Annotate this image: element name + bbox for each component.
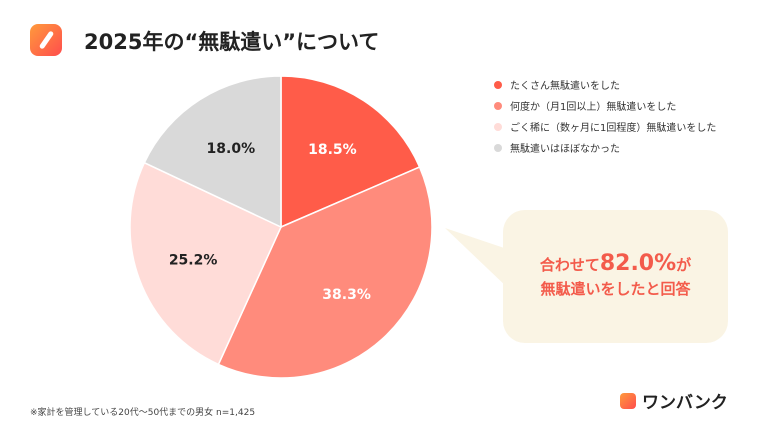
pie-slice	[280, 75, 421, 229]
callout-box: 合わせて82.0%が 無駄遣いをしたと回答	[503, 210, 728, 343]
callout-text: 無駄遣いをしたと回答	[540, 280, 691, 298]
app-logo	[30, 24, 62, 56]
footnote: ※家計を管理している20代〜50代までの男女 n=1,425	[30, 408, 256, 418]
pie-slice	[217, 166, 433, 379]
callout-value: 82.0%	[599, 251, 677, 276]
legend-swatch	[494, 101, 502, 110]
brand-name: ワンバンク	[642, 393, 728, 413]
legend-label: ごく稀に（数ヶ月に1回程度）無駄遣いをした	[510, 123, 717, 134]
slice-label: 18.0%	[207, 141, 256, 157]
legend-swatch	[494, 80, 502, 89]
pie-slice	[143, 75, 282, 229]
legend-item: 無駄遣いはほぼなかった	[494, 137, 716, 158]
legend-label: たくさん無駄遣いをした	[510, 81, 620, 92]
legend: たくさん無駄遣いをした何度か（月1回以上）無駄遣いをしたごく稀に（数ヶ月に1回程…	[494, 74, 716, 158]
brand-icon	[620, 392, 636, 409]
legend-swatch	[494, 143, 502, 152]
callout-text: が	[676, 256, 692, 274]
legend-label: 無駄遣いはほぼなかった	[510, 144, 620, 155]
legend-item: ごく稀に（数ヶ月に1回程度）無駄遣いをした	[494, 116, 716, 137]
legend-swatch	[494, 122, 502, 131]
slice-label: 18.5%	[308, 142, 357, 158]
callout-pointer	[445, 228, 510, 290]
slice-label: 25.2%	[169, 252, 218, 268]
legend-label: 何度か（月1回以上）無駄遣いをした	[510, 102, 677, 113]
legend-item: たくさん無駄遣いをした	[494, 74, 716, 95]
pie-slice	[129, 161, 282, 366]
callout-text: 合わせて	[539, 256, 600, 274]
legend-item: 何度か（月1回以上）無駄遣いをした	[494, 95, 716, 116]
slice-label: 38.3%	[322, 287, 371, 303]
brand-logo: ワンバンク	[620, 388, 728, 413]
chart-title: 2025年の“無駄遣い”について	[84, 30, 380, 54]
